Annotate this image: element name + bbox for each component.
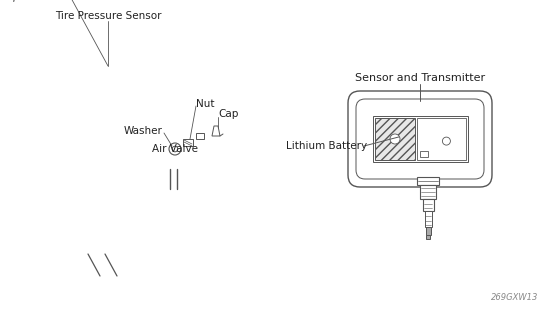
Text: Lithium Battery: Lithium Battery <box>286 141 367 151</box>
Circle shape <box>442 137 450 145</box>
Bar <box>420 151 428 157</box>
Bar <box>426 227 431 235</box>
Circle shape <box>172 146 178 152</box>
Bar <box>423 199 434 211</box>
FancyBboxPatch shape <box>196 133 204 139</box>
Circle shape <box>169 143 181 155</box>
Bar <box>417 118 466 160</box>
Text: Nut: Nut <box>196 99 214 109</box>
Bar <box>417 177 439 185</box>
FancyBboxPatch shape <box>348 91 492 187</box>
FancyBboxPatch shape <box>356 99 484 179</box>
Bar <box>426 235 430 239</box>
Text: Washer: Washer <box>124 126 163 136</box>
Text: Tire Pressure Sensor: Tire Pressure Sensor <box>55 11 161 21</box>
Text: 269GXW13: 269GXW13 <box>490 293 538 302</box>
Text: Cap: Cap <box>218 109 238 119</box>
Bar <box>373 116 468 162</box>
Text: Air Valve: Air Valve <box>152 144 198 154</box>
Polygon shape <box>212 126 220 136</box>
Text: Sensor and Transmitter: Sensor and Transmitter <box>355 73 485 83</box>
Bar <box>420 185 436 199</box>
Circle shape <box>390 134 400 144</box>
Bar <box>375 118 415 160</box>
FancyBboxPatch shape <box>183 138 193 145</box>
Bar <box>425 211 432 227</box>
